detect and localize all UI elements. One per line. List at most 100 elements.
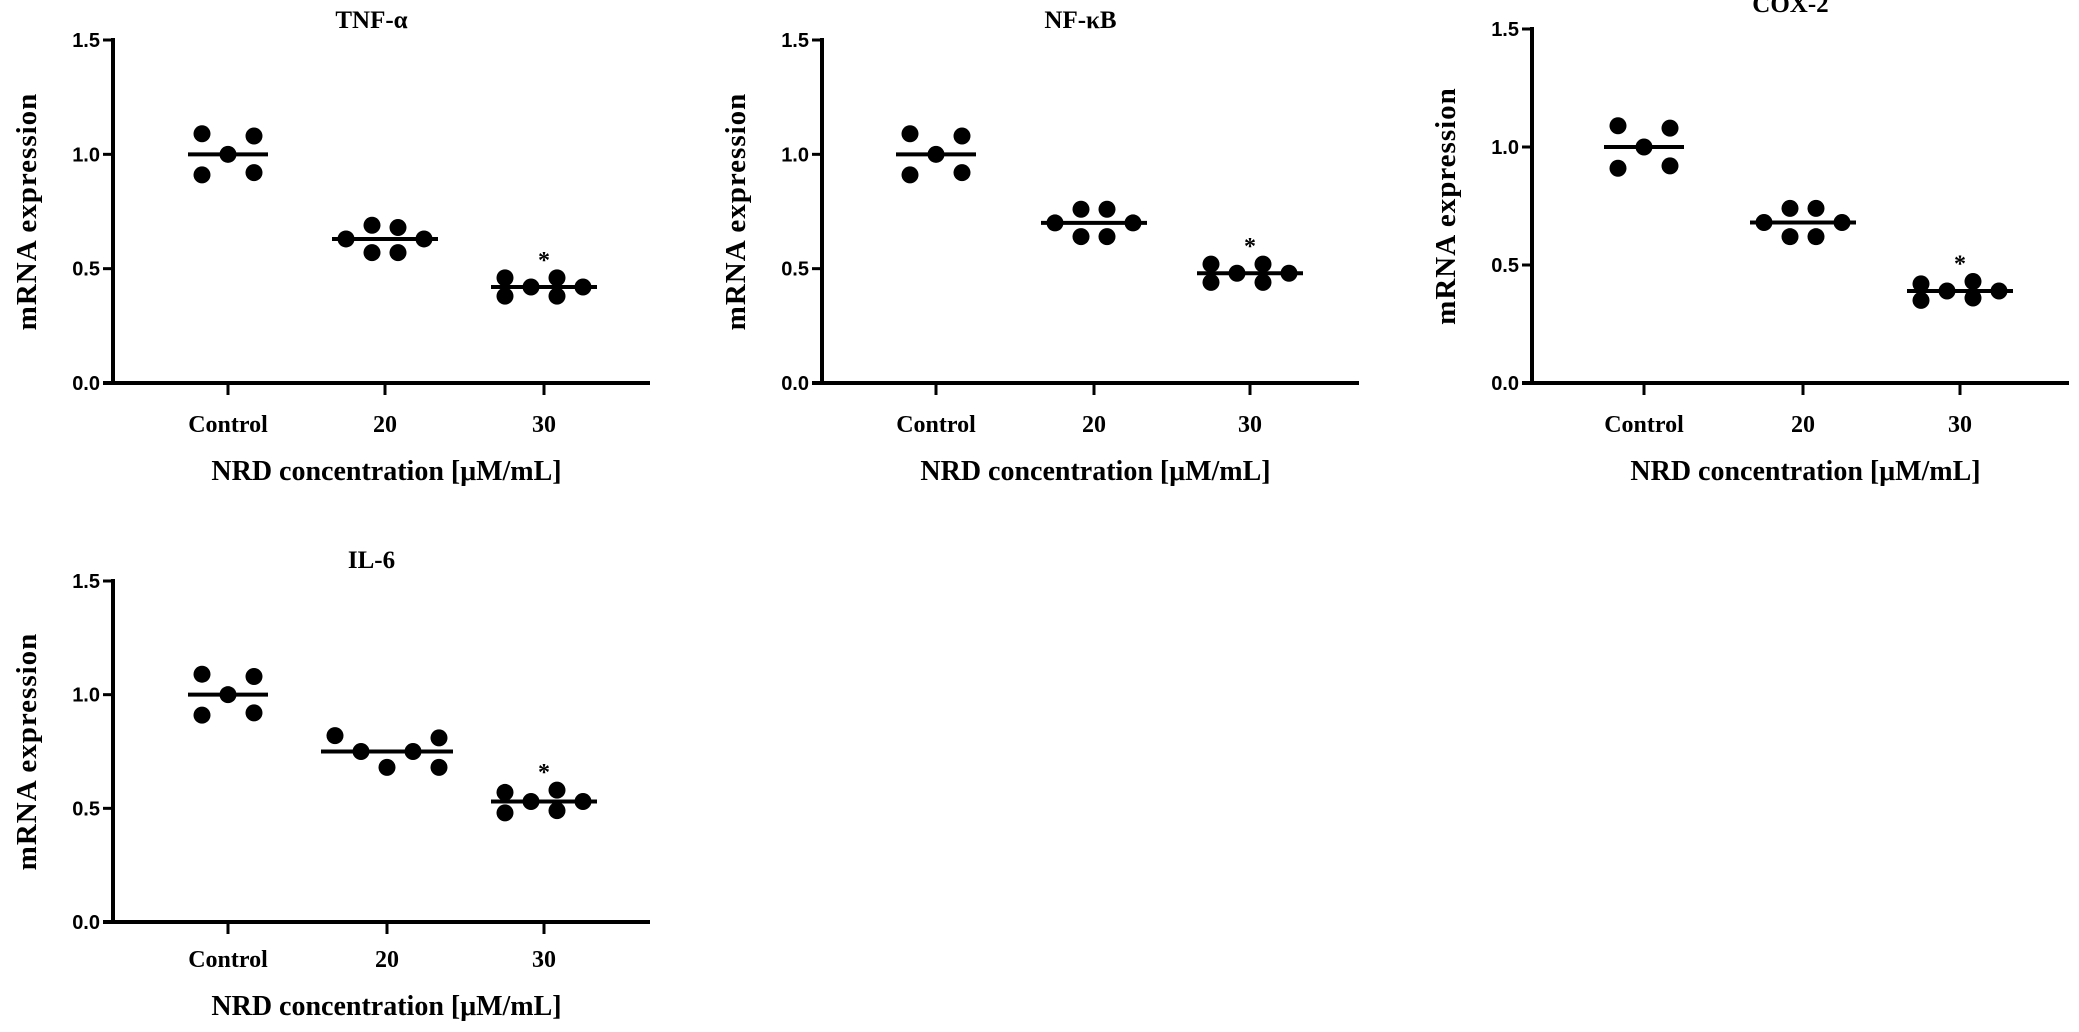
chart-title: NF-κB <box>1044 7 1116 34</box>
data-point <box>1072 228 1090 246</box>
data-point <box>1609 117 1627 135</box>
data-point <box>389 219 407 237</box>
chart-panel-2: COX-2 0.0 0.5 1.0 1.5 Control 20 30 NRD concentr… <box>1430 0 2069 487</box>
data-point <box>901 125 919 143</box>
data-point <box>1072 200 1090 218</box>
x-tick-label: 30 <box>532 947 556 973</box>
data-point <box>927 145 945 163</box>
data-point <box>496 783 514 801</box>
data-point <box>193 166 211 184</box>
data-point <box>245 667 263 685</box>
y-axis-label: mRNA expression <box>720 93 752 331</box>
data-point <box>522 793 540 811</box>
data-point <box>548 269 566 287</box>
y-tick-label: 1.5 <box>72 30 100 52</box>
x-axis-label: NRD concentration [μM/mL] <box>1630 456 1980 487</box>
data-group-0 <box>1604 117 1684 177</box>
y-axis-label: mRNA expression <box>11 93 43 331</box>
data-point <box>1098 200 1116 218</box>
data-point <box>245 127 263 145</box>
data-point <box>245 164 263 182</box>
data-point <box>326 727 344 745</box>
x-tick-label: 30 <box>532 412 556 438</box>
x-tick-label: Control <box>188 412 268 438</box>
y-tick-label: 0.5 <box>781 259 809 281</box>
y-tick-label: 1.5 <box>72 571 100 593</box>
data-point <box>404 743 422 760</box>
data-point <box>1781 199 1799 217</box>
data-point <box>415 230 433 248</box>
data-group-1 <box>1750 199 1856 246</box>
data-point <box>1661 157 1679 175</box>
data-point <box>1254 273 1272 291</box>
data-point <box>1807 228 1825 246</box>
y-tick-label: 1.5 <box>1491 19 1519 41</box>
y-tick-label: 0.0 <box>72 912 100 934</box>
data-point <box>389 244 407 262</box>
x-tick-label: 30 <box>1238 412 1262 438</box>
data-point <box>1833 214 1851 232</box>
data-group-1 <box>1041 200 1147 246</box>
y-tick-label: 1.5 <box>781 30 809 52</box>
data-point <box>1807 199 1825 217</box>
data-point <box>548 287 566 305</box>
data-group-0 <box>188 665 268 724</box>
significance-marker: * <box>1244 234 1256 260</box>
data-point <box>522 278 540 296</box>
data-point <box>1635 138 1653 156</box>
significance-marker: * <box>538 248 550 274</box>
data-group-0 <box>896 125 976 184</box>
data-point <box>1781 228 1799 246</box>
data-group-2: * <box>491 248 597 305</box>
x-tick-label: 20 <box>373 412 397 438</box>
data-point <box>1280 264 1298 282</box>
data-point <box>496 269 514 287</box>
y-tick-label: 0.5 <box>72 798 100 820</box>
data-point <box>1254 255 1272 273</box>
y-tick-label: 0.5 <box>72 259 100 281</box>
x-tick-label: Control <box>188 947 268 973</box>
x-axis-label: NRD concentration [μM/mL] <box>920 456 1270 487</box>
data-point <box>245 704 263 722</box>
data-point <box>378 758 396 776</box>
data-point <box>1202 273 1220 291</box>
data-point <box>363 244 381 262</box>
y-tick-label: 0.0 <box>781 373 809 395</box>
significance-marker: * <box>538 760 550 786</box>
data-point <box>1098 228 1116 246</box>
data-group-0 <box>188 125 268 184</box>
y-tick-label: 0.0 <box>1491 373 1519 395</box>
significance-marker: * <box>1954 252 1966 278</box>
chart-panel-0: TNF-α 0.0 0.5 1.0 1.5 Control 20 30 NRD concentr… <box>11 7 650 487</box>
data-point <box>574 793 592 811</box>
data-point <box>953 164 971 182</box>
data-point <box>1912 275 1930 293</box>
data-point <box>1964 273 1982 291</box>
data-point <box>574 278 592 296</box>
x-tick-label: 20 <box>1791 412 1815 438</box>
y-tick-label: 0.5 <box>1491 255 1519 277</box>
data-point <box>193 125 211 143</box>
x-tick-label: 30 <box>1948 412 1972 438</box>
y-tick-label: 1.0 <box>1491 137 1519 159</box>
data-point <box>430 758 448 776</box>
data-point <box>219 145 237 163</box>
data-group-1 <box>321 727 453 776</box>
y-axis-label: mRNA expression <box>1430 87 1462 325</box>
x-tick-label: 20 <box>375 947 399 973</box>
data-group-2: * <box>491 760 597 822</box>
x-axis-label: NRD concentration [μM/mL] <box>211 991 561 1022</box>
data-point <box>1046 214 1064 232</box>
data-group-2: * <box>1197 234 1303 291</box>
data-point <box>1755 214 1773 232</box>
data-point <box>1202 255 1220 273</box>
y-tick-label: 1.0 <box>781 144 809 166</box>
data-point <box>352 743 370 760</box>
data-point <box>219 686 237 704</box>
chart-title: COX-2 <box>1752 0 1828 18</box>
data-point <box>548 781 566 799</box>
data-point <box>363 216 381 234</box>
data-group-2: * <box>1907 252 2013 309</box>
data-group-1 <box>332 216 438 262</box>
